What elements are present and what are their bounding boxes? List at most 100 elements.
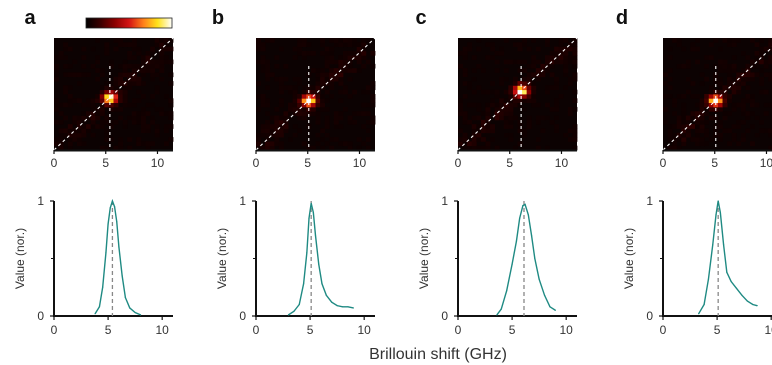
heatmap-cell [278,85,284,91]
heatmap-cell [347,115,353,121]
heatmap-cell [347,76,353,82]
heatmap-cell [122,42,128,48]
heatmap-cell [356,68,362,73]
heatmap-cell [676,38,682,43]
heatmap-cell [485,124,491,129]
heatmap-cell [672,132,678,138]
heatmap-cell [494,68,500,73]
heatmap-cell [118,76,124,82]
heatmap-cell [365,102,371,108]
heatmap-cell [288,102,294,108]
heatmap-cell [297,76,303,82]
heatmap-cell [544,55,550,60]
heatmap-cell [324,59,330,65]
heatmap-cell [159,59,165,65]
heatmap-cell [136,46,142,52]
heatmap-cell [163,94,169,99]
data-point [506,290,508,292]
heatmap-panel-c: c 0 5 10 [415,7,578,170]
heatmap-cell [76,81,82,86]
heatmap-cell [522,38,528,43]
heatmap-cell [672,145,678,151]
spectrum-line [698,200,758,315]
heatmap-cell [320,72,326,78]
heatmap-cell [58,145,64,151]
heatmap-cell [283,85,289,91]
heatmap-cell [471,115,477,121]
heatmap-cell [471,141,477,147]
heatmap-cell [361,141,367,147]
heatmap-cell [136,141,142,147]
panel-letter-a: a [24,7,36,29]
x-tick-label: 0 [660,323,667,337]
data-point [98,306,101,308]
heatmap-cell [265,98,271,104]
heatmap-cell [563,68,569,73]
heatmap-cell [310,89,316,95]
heatmap-cell [297,81,303,86]
heatmap-cell [572,98,578,104]
heatmap-cell [736,85,742,91]
heatmap-cell [288,111,294,116]
data-point [703,303,705,306]
heatmap-cell [554,115,560,121]
heatmap-cell [292,55,298,60]
heatmap-cell [131,55,137,60]
heatmap-cell [122,63,128,69]
heatmap-cell [467,46,473,52]
heatmap-cell [104,89,110,95]
heatmap-cell [333,124,339,129]
heatmap-cell [54,72,59,78]
heatmap-cell [717,63,723,69]
heatmap-cell [150,63,156,69]
heatmap-cell [713,132,719,138]
heatmap-cell [708,42,714,48]
heatmap-cell [163,128,169,134]
heatmap-cell [297,106,303,112]
heatmap-cell [265,63,271,69]
heatmap-cell [118,98,124,104]
heatmap-cell [292,102,298,108]
heatmap-cell [315,94,321,99]
heatmap-cell [494,111,500,116]
heatmap-cell [768,72,772,78]
heatmap-cell [699,106,705,112]
heatmap-cell [745,128,751,134]
heatmap-cell [168,98,174,104]
heatmap-cell [759,81,765,86]
heatmap-cell [467,85,473,91]
heatmap-cell [768,145,772,151]
heatmap-cell [260,124,266,129]
heatmap-cell [549,85,555,91]
heatmap-cell [717,76,723,82]
heatmap-cell [269,115,275,121]
heatmap-cell [63,85,69,91]
heatmap-cell [708,106,714,112]
heatmap-cell [667,68,673,73]
data-point [719,211,721,214]
heatmap-cell [136,81,142,86]
heatmap-cell [338,124,344,129]
heatmap-cell [338,42,344,48]
heatmap-cell [731,89,737,95]
heatmap-cell [768,42,772,48]
heatmap-cell [274,106,280,112]
heatmap-cell [540,72,546,78]
heatmap-cell [54,68,59,73]
heatmap-cell [704,111,710,116]
heatmap-cell [508,137,514,142]
heatmap-cell [690,124,696,129]
heatmap-cell [676,132,682,138]
x-tick-label: 0 [455,323,462,337]
heatmap-cell [269,145,275,151]
heatmap-cell [329,72,335,78]
heatmap-cell [476,128,482,134]
heatmap-cell [310,85,316,91]
heatmap-cell [67,128,73,134]
heatmap-cell [480,128,486,134]
heatmap-cell [333,38,339,43]
heatmap-cell [324,46,330,52]
heatmap-cell [150,76,156,82]
heatmap-cell [572,137,578,142]
